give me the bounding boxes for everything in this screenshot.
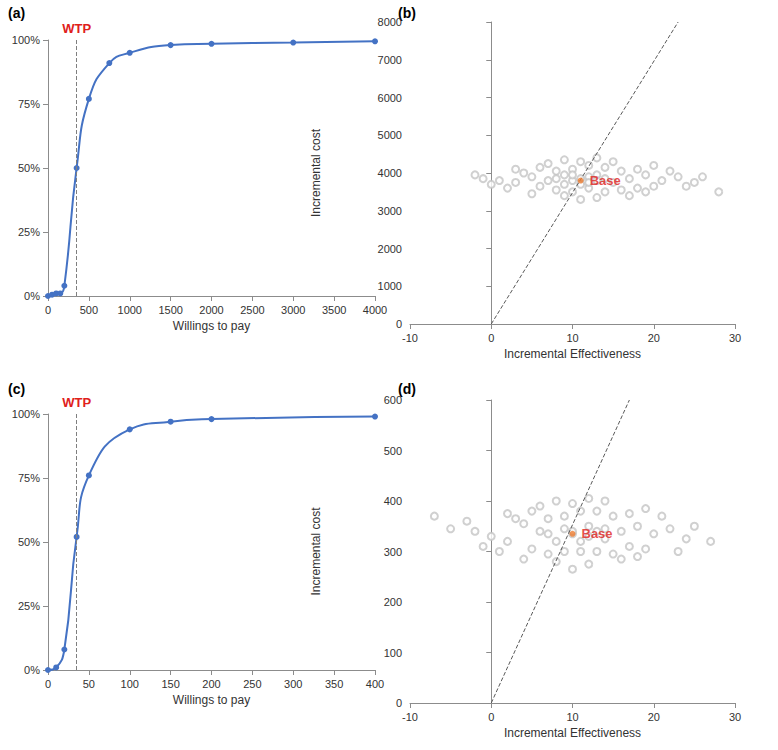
svg-text:2000: 2000 (378, 243, 402, 255)
svg-text:150: 150 (161, 678, 179, 690)
svg-text:1500: 1500 (158, 304, 182, 316)
svg-text:-10: -10 (402, 711, 418, 723)
svg-text:(d): (d) (398, 381, 416, 397)
svg-text:100: 100 (384, 647, 402, 659)
svg-text:600: 600 (384, 394, 402, 406)
svg-text:20: 20 (648, 711, 660, 723)
svg-text:25%: 25% (18, 600, 40, 612)
svg-text:0: 0 (488, 332, 494, 344)
svg-text:3500: 3500 (322, 304, 346, 316)
svg-text:Incremental cost: Incremental cost (309, 507, 323, 596)
svg-text:400: 400 (366, 678, 384, 690)
svg-text:2500: 2500 (240, 304, 264, 316)
svg-text:Incremental Effectiveness: Incremental Effectiveness (504, 726, 641, 740)
svg-text:50%: 50% (18, 536, 40, 548)
svg-text:3000: 3000 (378, 205, 402, 217)
svg-text:0: 0 (45, 304, 51, 316)
svg-text:75%: 75% (18, 472, 40, 484)
svg-text:0: 0 (396, 318, 402, 330)
svg-text:0%: 0% (24, 290, 40, 302)
svg-text:100%: 100% (12, 34, 40, 46)
svg-text:350: 350 (325, 678, 343, 690)
svg-text:(b): (b) (398, 5, 416, 21)
svg-text:4000: 4000 (363, 304, 387, 316)
svg-text:25%: 25% (18, 226, 40, 238)
svg-text:1000: 1000 (378, 280, 402, 292)
svg-text:10: 10 (566, 332, 578, 344)
svg-text:30: 30 (729, 332, 741, 344)
svg-text:Base: Base (590, 173, 621, 188)
svg-text:50: 50 (83, 678, 95, 690)
svg-text:75%: 75% (18, 98, 40, 110)
svg-text:Base: Base (582, 526, 613, 541)
svg-text:1000: 1000 (118, 304, 142, 316)
svg-text:7000: 7000 (378, 54, 402, 66)
svg-text:WTP: WTP (62, 21, 91, 36)
svg-text:Incremental cost: Incremental cost (309, 128, 323, 217)
svg-text:5000: 5000 (378, 129, 402, 141)
svg-text:30: 30 (729, 711, 741, 723)
svg-text:200: 200 (202, 678, 220, 690)
svg-text:8000: 8000 (378, 16, 402, 28)
svg-text:(a): (a) (8, 5, 25, 21)
svg-text:0: 0 (396, 697, 402, 709)
svg-text:Willings to pay: Willings to pay (173, 693, 250, 707)
svg-text:WTP: WTP (62, 395, 91, 410)
svg-text:0%: 0% (24, 664, 40, 676)
svg-text:300: 300 (284, 678, 302, 690)
svg-text:0: 0 (45, 678, 51, 690)
svg-text:Willings to pay: Willings to pay (173, 319, 250, 333)
svg-text:400: 400 (384, 495, 402, 507)
svg-text:500: 500 (80, 304, 98, 316)
svg-text:4000: 4000 (378, 167, 402, 179)
svg-text:200: 200 (384, 596, 402, 608)
svg-text:Incremental Effectiveness: Incremental Effectiveness (504, 347, 641, 361)
svg-text:3000: 3000 (281, 304, 305, 316)
svg-text:(c): (c) (8, 381, 25, 397)
svg-text:500: 500 (384, 445, 402, 457)
svg-text:50%: 50% (18, 162, 40, 174)
svg-text:0: 0 (488, 711, 494, 723)
svg-text:20: 20 (648, 332, 660, 344)
svg-text:6000: 6000 (378, 92, 402, 104)
svg-text:250: 250 (243, 678, 261, 690)
svg-text:10: 10 (566, 711, 578, 723)
svg-text:100: 100 (121, 678, 139, 690)
svg-text:-10: -10 (402, 332, 418, 344)
svg-text:300: 300 (384, 546, 402, 558)
svg-text:100%: 100% (12, 408, 40, 420)
svg-text:2000: 2000 (199, 304, 223, 316)
